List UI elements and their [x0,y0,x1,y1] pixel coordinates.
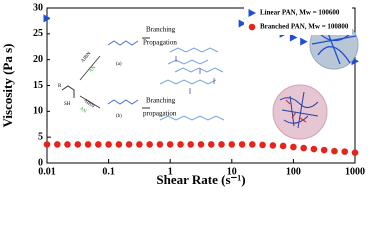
point [84,141,92,148]
scheme-text: (b) [116,114,122,119]
legend-label: Linear PAN, Mw = 100600 [260,9,340,17]
chain [107,40,139,105]
polymer [159,47,225,121]
point [238,141,246,148]
y-tick-label: 20 [33,54,43,65]
point [331,147,338,155]
point [300,37,308,46]
point [269,142,277,149]
point [43,14,51,23]
scheme-text: AN [78,106,87,114]
point [197,141,205,148]
x-tick-label: 0.01 [38,166,56,177]
y-tick-label: 5 [38,131,43,142]
point [351,149,359,156]
x-axis-title: Shear Rate (s⁻¹) [156,172,245,187]
legend-marker [248,23,256,31]
branched-illustration [272,84,328,140]
point [146,141,153,148]
scheme-text: AIBN [81,51,93,64]
chart: 0 5 10 15 20 25 30 0.01 0.1 1 10 100 1000 Shear Rate … [0,2,365,187]
point [300,144,308,152]
x-tick-label: 1000 [345,166,365,177]
scheme-text: SH [64,102,71,107]
point [248,141,256,148]
y-tick-label: 25 [33,28,43,39]
point [218,141,225,148]
scheme-text: Branching [146,26,176,34]
point [43,141,51,148]
point [279,142,287,150]
scheme-text: AN [89,65,98,74]
x-tick-label: 10 [227,166,237,177]
point [238,19,247,28]
y-tick-label: 10 [33,106,43,117]
point [177,141,184,148]
legend: Linear PAN, Mw = 100600 Branched PAN, Mw … [244,5,352,35]
point [207,141,215,148]
point [320,146,328,154]
point [166,141,174,148]
point [290,143,297,151]
axes: 0 5 10 15 20 25 30 0.01 0.1 1 10 100 1000 Shear Rate … [0,2,365,187]
point [64,141,71,148]
scheme-text: Propagation [143,39,177,47]
point [95,141,102,148]
scheme-text: propagation [143,110,177,118]
legend-label: Branched PAN, Mw = 100800 [260,23,349,31]
branch-points [285,99,307,123]
point [187,141,194,148]
scheme-text: R [58,84,62,89]
scheme-text: Branching [146,97,176,105]
point [259,141,266,149]
point [125,141,133,148]
arrow [142,37,150,109]
point [115,141,123,148]
point [54,141,61,148]
branched-chains [279,91,319,129]
branch [175,56,215,94]
x-tick-label: 100 [286,166,301,177]
point [289,33,298,42]
point [136,141,143,148]
y-tick-label: 15 [33,80,43,91]
scheme-text: AIBN [82,98,95,109]
y-tick-label: 0 [38,157,43,168]
point [74,141,82,148]
point [105,141,112,148]
monomer [61,85,75,98]
y-tick-label: 30 [33,2,43,13]
legend-background [244,5,352,35]
linear-chains [311,27,357,65]
scheme-background [50,14,236,130]
x-tick-label: 1 [168,166,173,177]
x-tick-label: 0.1 [102,166,115,177]
point [341,148,349,155]
point [228,141,236,148]
point [310,145,318,153]
scheme-text: (a) [116,62,122,67]
y-axis-title: Viscosity (Pa s) [0,43,15,127]
point [156,141,164,148]
arrow [79,55,101,109]
legend-marker [248,9,256,17]
